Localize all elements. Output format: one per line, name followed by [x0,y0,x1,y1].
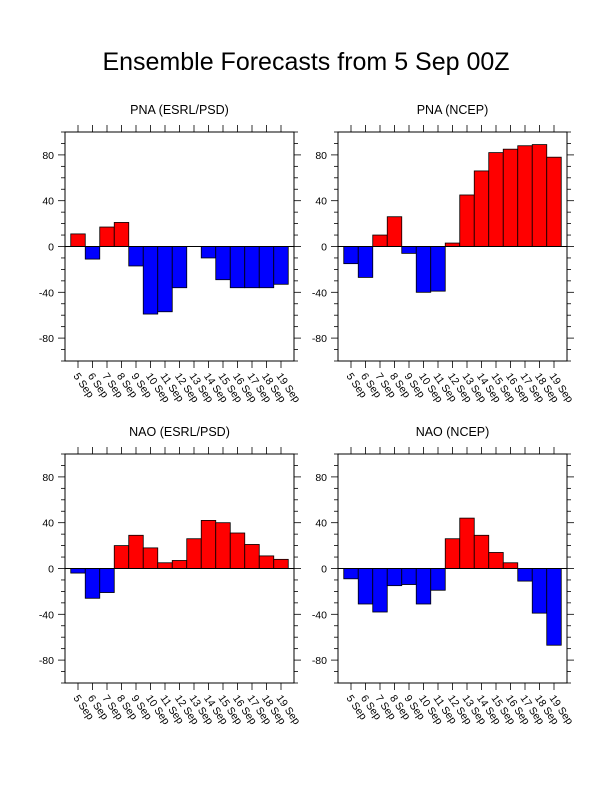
bar [546,568,562,646]
y-tick-label: -40 [312,609,327,621]
bar [113,222,130,247]
y-tick-label: -80 [39,655,54,667]
bar [473,534,490,569]
bar [502,562,519,569]
y-tick-label: 40 [315,518,327,530]
bar [99,568,115,593]
bar [186,538,202,569]
bar [372,568,388,613]
bar [200,246,217,259]
bar [244,544,260,569]
y-tick-label: -80 [312,333,327,345]
bar [488,552,504,569]
bar [215,246,231,281]
y-tick-label: 40 [42,518,54,530]
bar [372,234,388,247]
figure-title: Ensemble Forecasts from 5 Sep 00Z [102,48,509,76]
y-tick-label: 80 [42,150,54,162]
y-tick-label: 80 [42,472,54,484]
y-tick-label: 80 [315,150,327,162]
bar [401,568,417,585]
y-tick-label: 0 [48,564,54,576]
bar [113,545,130,569]
bar [473,170,490,247]
bar [128,246,144,267]
bar [171,246,188,289]
panel-title: NAO (ESRL/PSD) [129,425,230,439]
y-tick-label: 80 [315,472,327,484]
y-tick-label: 0 [48,242,54,254]
bar [415,246,432,293]
bar [99,226,115,247]
y-tick-label: 0 [321,564,327,576]
bar [357,246,374,278]
bar [229,532,246,569]
panel-title: NAO (NCEP) [416,425,490,439]
bar [401,246,417,254]
bar [430,568,446,591]
bar [517,568,533,582]
bar [244,246,260,289]
bar [84,246,101,260]
bar [258,246,275,289]
bar [546,156,562,247]
bar [70,568,86,574]
bar [200,520,217,569]
bar [84,568,101,599]
bar [171,560,188,569]
bar [273,246,289,285]
bar [502,148,519,247]
bar [343,568,359,580]
bar [531,568,548,614]
panel-title: PNA (ESRL/PSD) [130,103,229,117]
y-tick-label: 40 [315,196,327,208]
y-tick-label: -40 [312,287,327,299]
y-tick-label: 0 [321,242,327,254]
bar [273,558,289,569]
bar [531,144,548,247]
y-tick-label: -80 [39,333,54,345]
bar [142,547,159,569]
bar [415,568,432,605]
bar [128,534,144,569]
bar [157,562,173,569]
y-tick-label: -40 [39,287,54,299]
y-tick-label: -80 [312,655,327,667]
y-tick-label: -40 [39,609,54,621]
bar [258,555,275,569]
bar [157,246,173,313]
bar [517,145,533,247]
bar [459,517,475,569]
bar [488,152,504,247]
bar [357,568,374,605]
bar [142,246,159,315]
bar [386,216,403,247]
bar [70,233,86,247]
bar [444,538,461,569]
bar [229,246,246,289]
bar [444,242,461,247]
bar [343,246,359,265]
bar [459,194,475,247]
bar [215,522,231,569]
y-tick-label: 40 [42,196,54,208]
bar [386,568,403,587]
bar [430,246,446,292]
panel-title: PNA (NCEP) [417,103,489,117]
